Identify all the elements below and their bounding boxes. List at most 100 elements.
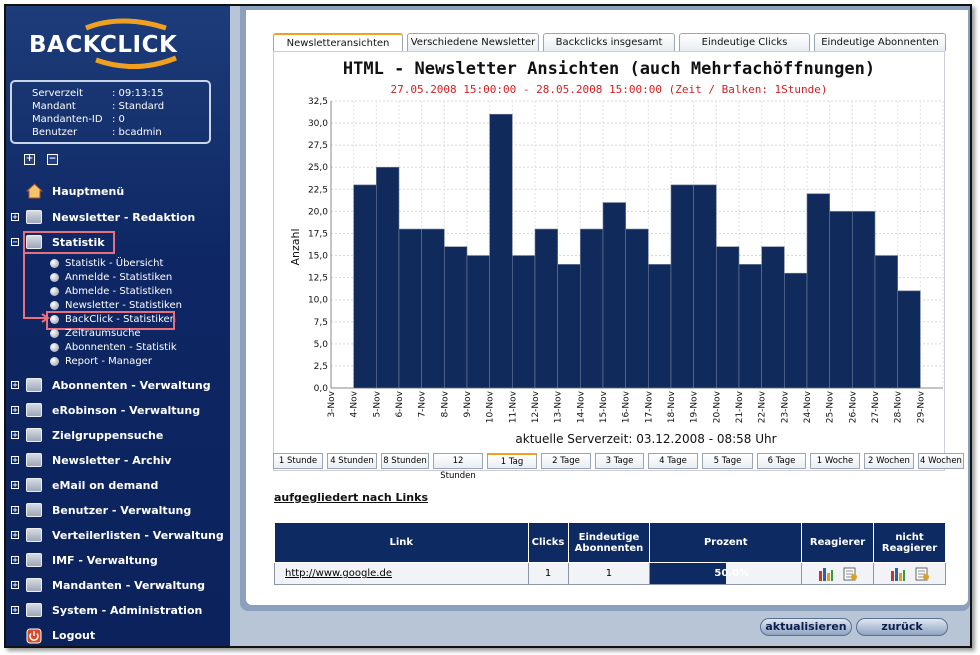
interval-button[interactable]: 6 Tage — [757, 453, 806, 469]
x-tick-label: 16-Nov — [622, 390, 632, 423]
interval-button[interactable]: 2 Wochen — [864, 453, 914, 469]
sidebar-subitem-report[interactable]: Report - Manager — [50, 356, 152, 367]
x-tick-label: 11-Nov — [508, 390, 518, 423]
sidebar-subitem-newsletter[interactable]: Newsletter - Statistiken — [50, 300, 182, 311]
sidebar-item-label: Verteilerlisten - Verwaltung — [52, 529, 224, 542]
sidebar-item-label: Hauptmenü — [52, 185, 125, 198]
sidebar-subitem-abonnenten[interactable]: Abonnenten - Statistik — [50, 342, 177, 353]
x-tick-label: 6-Nov — [395, 390, 405, 417]
bar — [648, 264, 672, 389]
interval-button[interactable]: 12 Stunden — [433, 453, 483, 481]
tab-verschiedene-newsletter[interactable]: Verschiedene Newsletter — [407, 33, 539, 51]
stat-tabs: Newsletteransichten Verschiedene Newslet… — [273, 33, 946, 51]
interval-button[interactable]: 4 Wochen — [918, 453, 964, 469]
row-clicks: 1 — [527, 562, 569, 585]
folder-icon — [26, 603, 42, 617]
col-eindeutige: Eindeutige Abonnenten — [567, 522, 651, 563]
table-row: http://www.google.de 1 1 50.0% — [274, 562, 946, 585]
interval-button[interactable]: 3 Tage — [595, 453, 644, 469]
back-button[interactable]: zurück — [856, 618, 948, 636]
refresh-button[interactable]: aktualisieren — [760, 618, 852, 636]
sidebar-subitem-label: Abonnenten - Statistik — [65, 342, 177, 353]
bar — [761, 246, 785, 389]
bullet-icon — [50, 329, 59, 338]
bar-chart-icon[interactable] — [818, 567, 834, 581]
chart-subtitle: 27.05.2008 15:00:00 - 28.05.2008 15:00:0… — [390, 83, 827, 96]
sidebar-subitem-abmelde[interactable]: Abmelde - Statistiken — [50, 286, 172, 297]
x-tick-label: 12-Nov — [531, 390, 541, 423]
x-tick-label: 20-Nov — [712, 390, 722, 423]
folder-icon — [26, 403, 42, 417]
col-link: Link — [274, 522, 529, 563]
collapse-icon: − — [11, 238, 19, 246]
interval-button[interactable]: 2 Tage — [541, 453, 591, 469]
export-doc-icon[interactable] — [842, 567, 858, 581]
expand-icon: + — [11, 406, 19, 414]
col-nicht-reagierer: nicht Reagierer — [873, 522, 946, 563]
sidebar-subitem-anmelde[interactable]: Anmelde - Statistiken — [50, 272, 172, 283]
tab-eindeutige-clicks[interactable]: Eindeutige Clicks — [679, 33, 810, 51]
interval-button[interactable]: 1 Stunde — [273, 453, 323, 469]
tab-eindeutige-abonnenten[interactable]: Eindeutige Abonnenten — [814, 33, 946, 51]
info-value: : 0 — [112, 114, 125, 125]
bar — [716, 246, 740, 389]
info-value: : 09:13:15 — [112, 88, 164, 99]
sidebar-item-label: Newsletter - Archiv — [52, 454, 172, 467]
expand-all-icon[interactable]: + — [24, 154, 35, 165]
tab-backclicks-insgesamt[interactable]: Backclicks insgesamt — [543, 33, 675, 51]
row-nicht-reagierer — [873, 562, 946, 585]
x-tick-label: 7-Nov — [418, 390, 428, 417]
row-link[interactable]: http://www.google.de — [274, 562, 529, 585]
bar — [874, 255, 898, 389]
sidebar-item-label: Mandanten - Verwaltung — [52, 579, 206, 592]
sidebar-item-label: Zielgruppensuche — [52, 429, 164, 442]
info-row-servertime: Serverzeit: 09:13:15 — [32, 87, 209, 100]
interval-button[interactable]: 8 Stunden — [381, 453, 429, 469]
y-tick-label: 30,0 — [308, 119, 328, 129]
export-doc-icon[interactable] — [914, 567, 930, 581]
interval-button[interactable]: 1 Tag — [487, 453, 537, 469]
chart-container: HTML - Newsletter Ansichten (auch Mehrfa… — [273, 51, 945, 471]
sidebar-subitem-backclick[interactable]: BackClick - Statistiken — [50, 314, 176, 325]
row-unique: 1 — [567, 562, 651, 585]
bar — [489, 113, 513, 389]
highlight-backclick — [46, 311, 175, 330]
bar — [557, 264, 581, 389]
info-row-mandant-id: Mandanten-ID : 0 — [32, 113, 209, 126]
x-axis-label: aktuelle Serverzeit: 03.12.2008 - 08:58 … — [515, 432, 776, 446]
bar — [466, 255, 490, 389]
logo-text: BACKCLICK — [29, 32, 178, 58]
interval-button[interactable]: 1 Woche — [810, 453, 860, 469]
session-info-box: Serverzeit: 09:13:15 Mandant: Standard M… — [10, 80, 211, 144]
y-tick-label: 0,0 — [314, 384, 329, 394]
y-tick-label: 32,5 — [308, 97, 328, 107]
bar — [852, 211, 876, 389]
bullet-icon — [50, 259, 59, 268]
x-tick-label: 17-Nov — [644, 390, 654, 423]
links-heading[interactable]: aufgegliedert nach Links — [274, 491, 429, 504]
links-table: Link Clicks Eindeutige Abonnenten Prozen… — [274, 522, 946, 585]
sidebar-item-label: Abonnenten - Verwaltung — [52, 379, 211, 392]
bar-chart-icon[interactable] — [890, 567, 906, 581]
x-tick-label: 23-Nov — [780, 390, 790, 423]
x-tick-label: 28-Nov — [894, 390, 904, 423]
x-tick-label: 21-Nov — [735, 390, 745, 423]
expand-icon: + — [11, 381, 19, 389]
collapse-all-icon[interactable]: − — [47, 154, 58, 165]
sidebar-item-label: IMF - Verwaltung — [52, 554, 158, 567]
interval-button[interactable]: 5 Tage — [702, 453, 753, 469]
bar — [602, 202, 626, 389]
folder-icon — [26, 553, 42, 567]
sidebar-subitem-zeitraumsuche[interactable]: Zeitraumsuche — [50, 328, 141, 339]
tab-newsletteransichten[interactable]: Newsletteransichten — [273, 33, 403, 51]
info-key: Mandanten-ID — [32, 114, 103, 125]
sidebar-subitem-label: Statistik - Übersicht — [65, 258, 164, 269]
row-reagierer — [801, 562, 875, 585]
bar — [353, 184, 377, 389]
interval-button[interactable]: 4 Stunden — [327, 453, 377, 469]
info-row-mandant: Mandant: Standard — [32, 100, 209, 113]
sidebar-subitem-uebersicht[interactable]: Statistik - Übersicht — [50, 258, 163, 269]
home-icon — [26, 183, 43, 199]
interval-button[interactable]: 4 Tage — [648, 453, 698, 469]
expand-icon: + — [11, 506, 19, 514]
